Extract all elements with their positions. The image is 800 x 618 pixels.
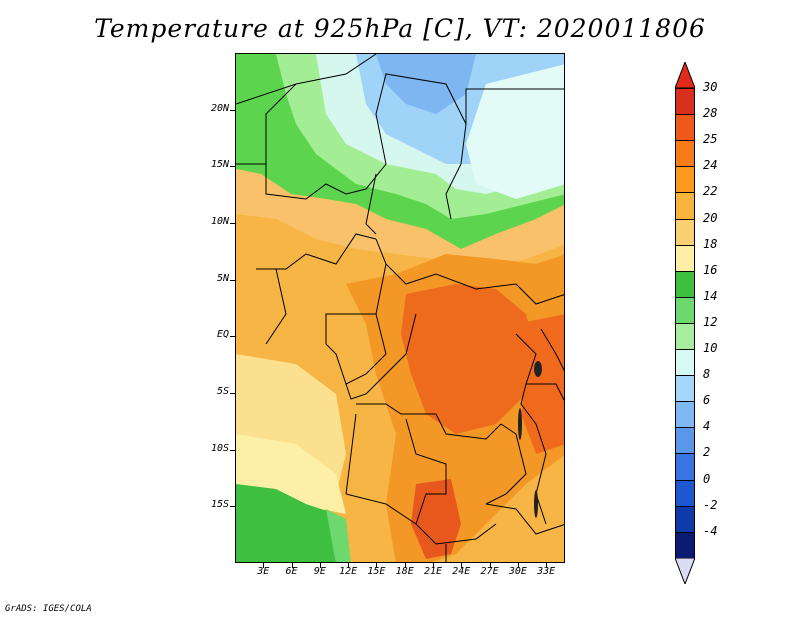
colorbar-label: 12 — [703, 314, 718, 329]
longitude-tick — [404, 563, 406, 568]
colorbar-segment — [675, 166, 695, 194]
longitude-tick — [517, 563, 519, 568]
longitude-label: 9E — [313, 566, 326, 577]
colorbar-segment — [675, 270, 695, 298]
longitude-label: 33E — [537, 566, 556, 577]
colorbar-segment — [675, 218, 695, 246]
colorbar-segment — [675, 427, 695, 455]
latitude-tick — [230, 279, 235, 281]
temperature-map — [235, 53, 565, 563]
colorbar-segment — [675, 296, 695, 324]
colorbar-segment — [675, 192, 695, 220]
colorbar-segment — [675, 140, 695, 168]
longitude-label: 6E — [285, 566, 298, 577]
hot-zone — [401, 284, 536, 434]
latitude-label: 15S — [210, 499, 229, 511]
latitude-label: 5S — [216, 386, 229, 397]
colorbar-label: 8 — [703, 367, 711, 382]
latitude-tick — [230, 166, 235, 168]
latitude-label: 5N — [216, 272, 229, 284]
latitude-tick — [230, 449, 235, 451]
colorbar-segment — [675, 479, 695, 507]
colorbar-top-arrow — [675, 62, 695, 88]
latitude-label: 15N — [210, 159, 229, 171]
colorbar-label: 4 — [703, 419, 711, 434]
colorbar-segment — [675, 349, 695, 377]
colorbar-label: 16 — [703, 262, 718, 277]
colorbar-label: 24 — [703, 158, 718, 173]
colorbar-label: 20 — [703, 210, 718, 225]
footer-credit: GrADS: IGES/COLA — [5, 604, 92, 614]
colorbar-label: 22 — [703, 184, 718, 199]
longitude-label: 30E — [508, 566, 527, 577]
colorbar-label: 30 — [703, 80, 718, 94]
longitude-tick — [546, 563, 548, 568]
colorbar-label: -4 — [703, 523, 718, 538]
longitude-label: 12E — [339, 566, 358, 577]
colorbar-segment — [675, 531, 695, 559]
colorbar-segment — [675, 453, 695, 481]
colorbar-label: 0 — [703, 471, 711, 486]
colorbar-segment — [675, 114, 695, 142]
ocean-pale-zone — [236, 434, 346, 514]
longitude-tick — [319, 563, 321, 568]
map-title: Temperature at 925hPa [C], VT: 202001180… — [94, 14, 706, 43]
colorbar-bottom-arrow — [675, 557, 695, 584]
latitude-tick — [230, 223, 235, 224]
colorbar-segment — [675, 505, 695, 533]
colorbar-segment — [675, 244, 695, 272]
longitude-tick — [461, 563, 463, 568]
colorbar-label: 10 — [703, 341, 718, 355]
latitude-label: 10N — [210, 216, 229, 227]
colorbar-segment — [675, 401, 695, 429]
colorbar-label: 2 — [703, 445, 711, 460]
longitude-label: 18E — [395, 566, 414, 577]
longitude-tick — [376, 563, 378, 568]
southwest-light-green — [326, 509, 351, 562]
country-borders — [236, 54, 564, 562]
latitude-tick — [230, 506, 235, 508]
hot-zone-south — [411, 479, 461, 559]
lakes — [518, 361, 542, 518]
yellow-band — [236, 169, 564, 269]
latitude-tick — [230, 109, 235, 111]
longitude-label: 3E — [257, 566, 270, 577]
colorbar-segment — [675, 375, 695, 403]
longitude-tick — [263, 563, 265, 568]
colorbar-label: -2 — [703, 497, 718, 512]
colorbar-segment — [675, 322, 695, 350]
colorbar-label: 25 — [703, 132, 718, 147]
longitude-label: 15E — [367, 566, 386, 577]
latitude-label: EQ — [216, 329, 229, 341]
latitude-label: 20N — [210, 102, 229, 114]
southwest-green-zone — [236, 484, 346, 562]
latitude-tick — [230, 336, 235, 338]
longitude-tick — [348, 563, 350, 568]
colorbar-label: 28 — [703, 106, 718, 121]
latitude-tick — [230, 393, 235, 394]
longitude-tick — [489, 563, 491, 568]
longitude-label: 21E — [423, 566, 443, 577]
colorbar-label: 6 — [703, 393, 711, 408]
blue-zone — [376, 54, 476, 114]
colorbar-segment — [675, 88, 695, 116]
longitude-label: 27E — [480, 566, 499, 577]
longitude-label: 24E — [452, 566, 471, 577]
colorbar-label: 14 — [703, 288, 718, 303]
longitude-tick — [291, 563, 293, 568]
latitude-label: 10S — [210, 442, 229, 454]
colorbar-label: 18 — [703, 236, 718, 251]
pale-north-east — [466, 64, 564, 199]
longitude-tick — [433, 563, 434, 568]
